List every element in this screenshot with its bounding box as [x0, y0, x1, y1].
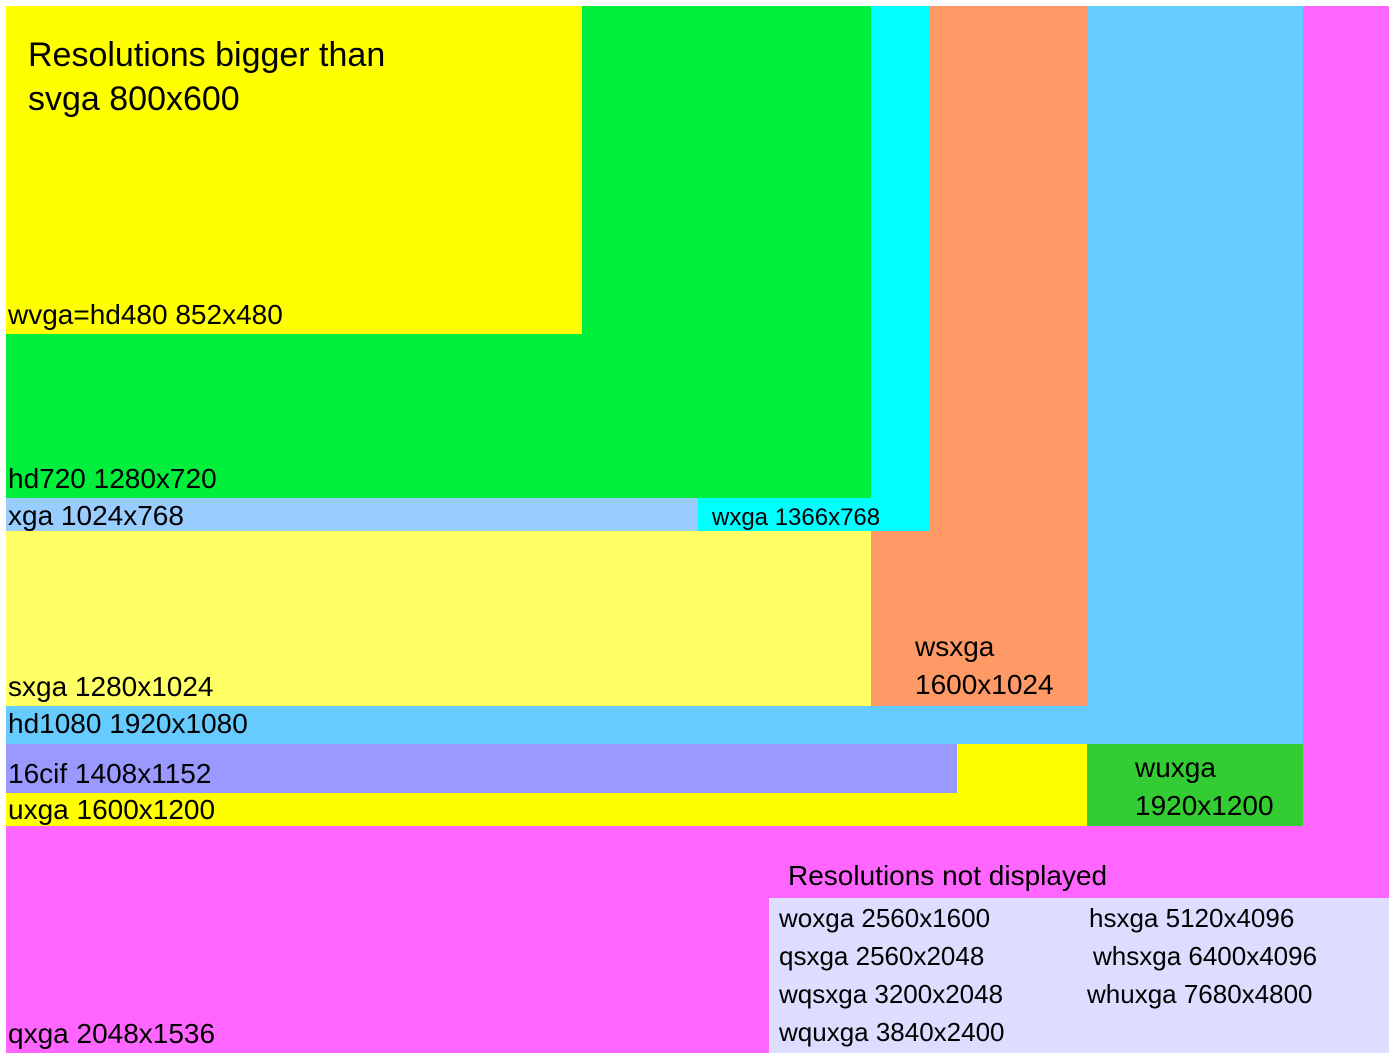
wxga-label: wxga 1366x768: [712, 504, 881, 531]
xga-label: xga 1024x768: [8, 500, 184, 531]
wuxga-label: wuxga 1920x1200: [1135, 749, 1274, 825]
wsxga-label: wsxga 1600x1024: [915, 628, 1054, 704]
not-displayed-item: wquxga 3840x2400: [779, 1017, 1005, 1047]
not-displayed-rect: [769, 898, 1389, 1053]
not-displayed-col-1: woxga 2560x1600 qsxga 2560x2048 wqsxga 3…: [779, 899, 1005, 1051]
hd720-label: hd720 1280x720: [8, 463, 217, 494]
diagram-title-line-2: svga 800x600: [28, 80, 240, 118]
wvga-label: wvga=hd480 852x480: [8, 299, 283, 330]
not-displayed-item: wqsxga 3200x2048: [779, 979, 1004, 1009]
hd1080-label: hd1080 1920x1080: [8, 708, 248, 739]
wsxga-label-size: 1600x1024: [915, 669, 1054, 700]
sxga-label: sxga 1280x1024: [8, 671, 214, 702]
wvga-rect: [6, 6, 582, 334]
not-displayed-title: Resolutions not displayed: [788, 860, 1108, 891]
cif16-rect: [6, 744, 957, 793]
not-displayed-item: qsxga 2560x2048: [779, 941, 985, 971]
uxga-label: uxga 1600x1200: [8, 794, 216, 825]
wuxga-label-name: wuxga: [1135, 752, 1216, 783]
not-displayed-item: woxga 2560x1600: [779, 903, 991, 933]
diagram-title-line-1: Resolutions bigger than: [28, 36, 386, 74]
cif16-label: 16cif 1408x1152: [8, 758, 212, 789]
wsxga-label-name: wsxga: [915, 631, 995, 662]
not-displayed-item: whuxga 7680x4800: [1087, 979, 1313, 1009]
diagram-title: Resolutions bigger than svga 800x600: [28, 33, 548, 121]
wuxga-label-size: 1920x1200: [1135, 790, 1274, 821]
qxga-label: qxga 2048x1536: [8, 1018, 216, 1049]
not-displayed-item: hsxga 5120x4096: [1089, 903, 1295, 933]
not-displayed-col-2: hsxga 5120x4096 whsxga 6400x4096 whuxga …: [1087, 899, 1318, 1013]
not-displayed-item: whsxga 6400x4096: [1093, 941, 1318, 971]
